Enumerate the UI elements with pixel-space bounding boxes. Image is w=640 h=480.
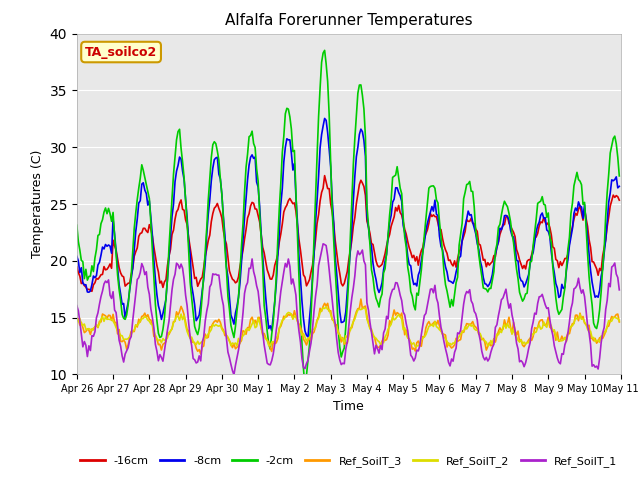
-2cm	[616, 173, 623, 179]
-2cm	[140, 168, 147, 173]
Ref_SoilT_3	[73, 315, 81, 321]
Ref_SoilT_2	[140, 315, 147, 321]
-2cm	[235, 295, 243, 301]
-2cm	[301, 384, 309, 390]
-2cm	[588, 302, 596, 308]
Ref_SoilT_2	[235, 336, 243, 341]
Line: Ref_SoilT_2: Ref_SoilT_2	[77, 307, 620, 347]
Ref_SoilT_2	[253, 324, 260, 329]
Ref_SoilT_1	[588, 363, 596, 369]
Ref_SoilT_2	[262, 336, 269, 341]
-8cm	[588, 279, 596, 285]
Ref_SoilT_2	[323, 304, 330, 310]
Ref_SoilT_1	[140, 264, 147, 270]
Ref_SoilT_3	[264, 338, 271, 344]
-8cm	[312, 219, 319, 225]
-8cm	[253, 179, 260, 185]
-8cm	[235, 294, 243, 300]
-8cm	[140, 180, 147, 186]
Ref_SoilT_3	[254, 314, 262, 320]
Ref_SoilT_2	[616, 318, 623, 324]
Ref_SoilT_1	[312, 293, 319, 299]
-2cm	[253, 166, 260, 172]
Ref_SoilT_3	[588, 336, 596, 341]
-16cm	[141, 226, 148, 231]
Ref_SoilT_1	[254, 288, 262, 294]
-16cm	[588, 259, 596, 264]
Line: Ref_SoilT_3: Ref_SoilT_3	[77, 299, 620, 354]
-16cm	[312, 237, 319, 242]
-2cm	[321, 48, 328, 53]
Ref_SoilT_2	[73, 316, 81, 322]
Ref_SoilT_1	[236, 337, 244, 343]
Ref_SoilT_2	[588, 335, 596, 341]
Ref_SoilT_1	[264, 360, 271, 366]
Ref_SoilT_3	[616, 319, 623, 325]
Ref_SoilT_3	[140, 313, 147, 319]
-2cm	[312, 191, 319, 197]
Line: -2cm: -2cm	[77, 50, 620, 387]
Y-axis label: Temperatures (C): Temperatures (C)	[31, 150, 44, 258]
-16cm	[73, 264, 81, 270]
Ref_SoilT_1	[73, 303, 81, 309]
-16cm	[88, 288, 96, 294]
Line: -16cm: -16cm	[77, 176, 620, 291]
-8cm	[616, 183, 623, 189]
Ref_SoilT_1	[319, 241, 327, 247]
-16cm	[321, 173, 328, 179]
Ref_SoilT_1	[616, 287, 623, 293]
Ref_SoilT_3	[312, 324, 319, 329]
Line: Ref_SoilT_1: Ref_SoilT_1	[77, 244, 620, 375]
Ref_SoilT_3	[236, 340, 244, 346]
X-axis label: Time: Time	[333, 400, 364, 413]
Legend: -16cm, -8cm, -2cm, Ref_SoilT_3, Ref_SoilT_2, Ref_SoilT_1: -16cm, -8cm, -2cm, Ref_SoilT_3, Ref_Soil…	[76, 451, 621, 471]
-8cm	[262, 294, 269, 300]
Ref_SoilT_1	[230, 372, 238, 378]
-16cm	[264, 267, 271, 273]
-16cm	[616, 197, 623, 203]
Ref_SoilT_3	[357, 296, 365, 302]
-16cm	[254, 213, 262, 218]
-2cm	[73, 222, 81, 228]
Title: Alfalfa Forerunner Temperatures: Alfalfa Forerunner Temperatures	[225, 13, 472, 28]
-16cm	[236, 264, 244, 269]
-2cm	[262, 314, 269, 320]
-8cm	[304, 334, 312, 340]
Line: -8cm: -8cm	[77, 119, 620, 337]
Ref_SoilT_3	[197, 351, 205, 357]
Ref_SoilT_2	[412, 344, 419, 349]
-8cm	[73, 253, 81, 259]
Text: TA_soilco2: TA_soilco2	[85, 46, 157, 59]
Ref_SoilT_2	[310, 326, 318, 332]
-8cm	[321, 116, 328, 121]
